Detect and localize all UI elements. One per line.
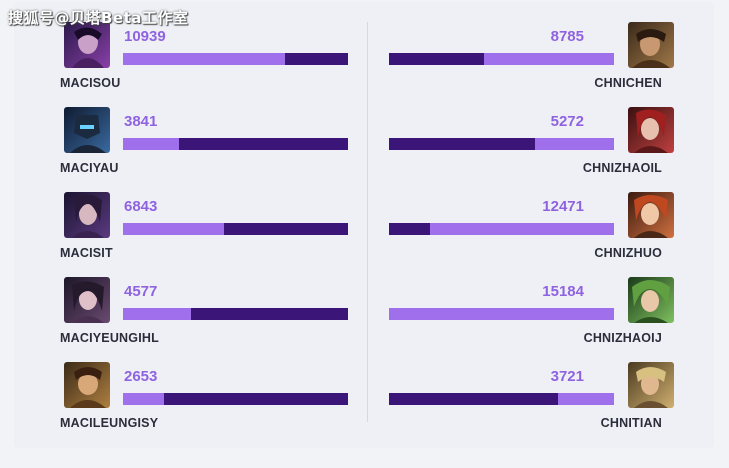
damage-value: 3841 bbox=[124, 113, 158, 130]
right-player-row: 3721 CHNITIAN bbox=[14, 362, 714, 432]
damage-bar bbox=[123, 223, 348, 235]
damage-bar bbox=[123, 393, 348, 405]
player-name: MACISIT bbox=[60, 246, 113, 260]
damage-value: 6843 bbox=[124, 198, 158, 215]
damage-value: 12471 bbox=[542, 198, 584, 215]
damage-bar-fill bbox=[483, 53, 614, 65]
column-divider bbox=[367, 22, 368, 422]
champion-portrait-icon bbox=[64, 362, 110, 408]
champion-portrait-icon bbox=[64, 192, 110, 238]
player-name: CHNITIAN bbox=[600, 416, 662, 430]
player-name: MACILEUNGISY bbox=[60, 416, 159, 430]
damage-value: 8785 bbox=[550, 28, 584, 45]
damage-value: 10939 bbox=[124, 28, 166, 45]
damage-bar bbox=[389, 53, 614, 65]
damage-bar-fill bbox=[389, 308, 614, 320]
right-player-row: 15184 CHNIZHAOIJ bbox=[14, 277, 714, 347]
damage-bar-fill bbox=[123, 308, 191, 320]
watermark: 搜狐号@贝塔Beta工作室 bbox=[8, 9, 189, 27]
player-name: MACISOU bbox=[60, 76, 121, 90]
damage-bar-fill bbox=[123, 138, 180, 150]
champion-portrait-icon bbox=[64, 22, 110, 68]
right-player-row: 8785 CHNICHEN bbox=[14, 22, 714, 92]
damage-bar bbox=[389, 308, 614, 320]
damage-value: 5272 bbox=[550, 113, 584, 130]
left-player-row: 10939 MACISOU bbox=[14, 22, 354, 92]
player-name: CHNICHEN bbox=[594, 76, 662, 90]
left-player-row: 6843 MACISIT bbox=[14, 192, 354, 262]
damage-bar-fill bbox=[123, 53, 285, 65]
player-name: MACIYEUNGIHL bbox=[60, 331, 159, 345]
damage-value: 3721 bbox=[550, 368, 584, 385]
damage-value: 2653 bbox=[124, 368, 158, 385]
damage-bar-fill bbox=[535, 138, 614, 150]
champion-portrait-icon bbox=[628, 277, 674, 323]
champion-portrait-icon bbox=[64, 277, 110, 323]
damage-bar bbox=[123, 53, 348, 65]
player-name: CHNIZHAOIJ bbox=[583, 331, 662, 345]
damage-bar-fill bbox=[557, 393, 614, 405]
damage-bar-fill bbox=[429, 223, 614, 235]
damage-bar bbox=[123, 138, 348, 150]
player-name: CHNIZHUO bbox=[594, 246, 662, 260]
damage-bar bbox=[123, 308, 348, 320]
right-player-row: 5272 CHNIZHAOIL bbox=[14, 107, 714, 177]
left-player-row: 2653 MACILEUNGISY bbox=[14, 362, 354, 432]
player-name: CHNIZHAOIL bbox=[582, 161, 662, 175]
player-name: MACIYAU bbox=[60, 161, 119, 175]
damage-value: 15184 bbox=[542, 283, 584, 300]
damage-bar bbox=[389, 393, 614, 405]
damage-bar-fill bbox=[123, 393, 164, 405]
champion-portrait-icon bbox=[64, 107, 110, 153]
damage-bar-fill bbox=[123, 223, 225, 235]
damage-value: 4577 bbox=[124, 283, 158, 300]
left-player-row: 3841 MACIYAU bbox=[14, 107, 354, 177]
champion-portrait-icon bbox=[628, 192, 674, 238]
left-player-row: 4577 MACIYEUNGIHL bbox=[14, 277, 354, 347]
damage-bar bbox=[389, 138, 614, 150]
damage-bar bbox=[389, 223, 614, 235]
champion-portrait-icon bbox=[628, 362, 674, 408]
right-player-row: 12471 CHNIZHUO bbox=[14, 192, 714, 262]
champion-portrait-icon bbox=[628, 22, 674, 68]
champion-portrait-icon bbox=[628, 107, 674, 153]
